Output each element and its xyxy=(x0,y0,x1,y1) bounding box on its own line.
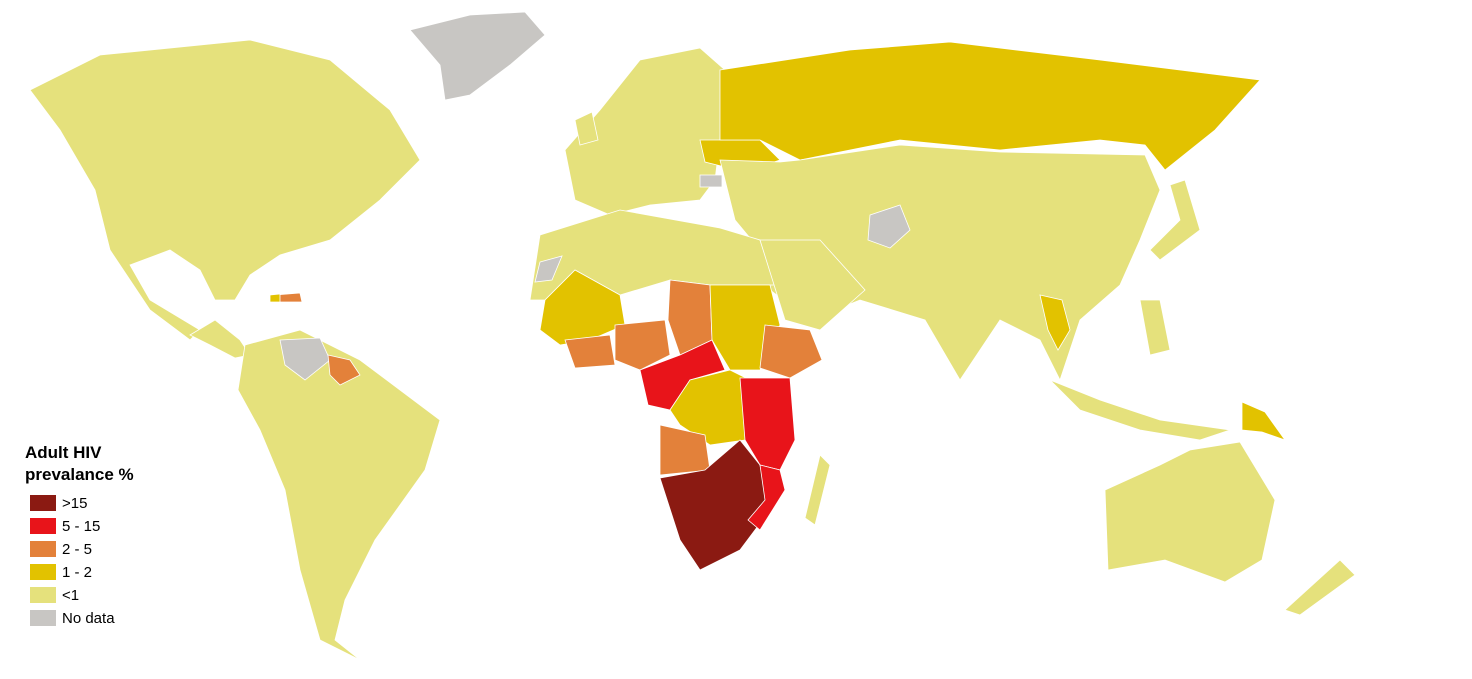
legend-label: 1 - 2 xyxy=(62,564,92,581)
central-africa xyxy=(639,339,726,411)
western-sahara xyxy=(534,255,563,283)
venezuela xyxy=(279,337,331,381)
uk xyxy=(574,111,599,146)
legend-title: prevalance % xyxy=(25,465,134,484)
legend-swatch xyxy=(30,610,56,626)
arabia xyxy=(759,239,866,331)
philippines xyxy=(1139,299,1171,356)
thailand xyxy=(1039,294,1071,351)
legend-swatch xyxy=(30,518,56,534)
legend-label: >15 xyxy=(62,495,87,512)
legend-label: 2 - 5 xyxy=(62,541,92,558)
greenland xyxy=(409,11,546,101)
legend-swatch xyxy=(30,495,56,511)
serbia xyxy=(699,174,723,188)
legend-swatch xyxy=(30,541,56,557)
legend-label: 5 - 15 xyxy=(62,518,100,535)
new-zealand xyxy=(1284,559,1356,616)
west-coast xyxy=(564,334,616,369)
afghanistan xyxy=(867,204,911,249)
madagascar xyxy=(804,454,831,526)
ethiopia xyxy=(759,324,823,379)
japan xyxy=(1149,179,1201,261)
legend: Adult HIV prevalance % >15 5 - 15 2 - 5 1 -… xyxy=(25,443,134,627)
legend-swatch xyxy=(30,564,56,580)
nigeria xyxy=(614,319,671,371)
guyanas xyxy=(327,354,361,386)
legend-items: >15 5 - 15 2 - 5 1 - 2 <1 No data xyxy=(30,495,115,627)
legend-title: Adult HIV xyxy=(25,443,102,462)
legend-label: <1 xyxy=(62,587,79,604)
north-america xyxy=(29,39,421,341)
russia xyxy=(719,41,1261,171)
legend-label: No data xyxy=(62,610,115,627)
australia xyxy=(1104,441,1276,583)
map-regions xyxy=(29,11,1356,661)
haiti xyxy=(269,293,281,303)
central-america xyxy=(189,319,251,359)
legend-swatch xyxy=(30,587,56,603)
south-america xyxy=(237,329,441,661)
mozambique xyxy=(747,464,786,531)
papua-new-guinea xyxy=(1241,401,1287,441)
indonesia xyxy=(1049,379,1231,441)
